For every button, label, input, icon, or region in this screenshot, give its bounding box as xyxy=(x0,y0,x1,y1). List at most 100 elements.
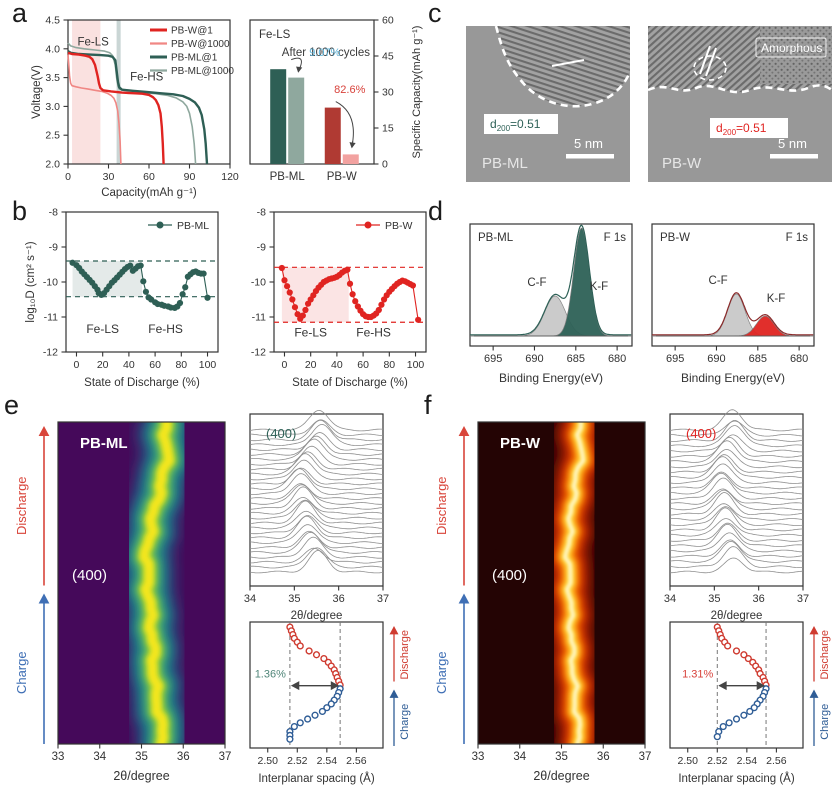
svg-text:685: 685 xyxy=(749,353,767,365)
svg-text:Discharge: Discharge xyxy=(14,476,29,535)
svg-text:Discharge: Discharge xyxy=(819,630,831,680)
gitt-diffusion-chart-pbw: 0 20 40 60 80 100 -8 -9 -10 -11 -12 Fe-LS Fe-HS PB-W S… xyxy=(251,207,427,389)
svg-text:Fe-HS: Fe-HS xyxy=(356,325,391,339)
svg-text:2θ/degree: 2θ/degree xyxy=(711,610,763,622)
svg-text:(400): (400) xyxy=(266,426,296,441)
tem-image-pbml: d200=0.51 PB-ML 5 nm xyxy=(466,25,632,182)
svg-text:-10: -10 xyxy=(43,277,58,289)
svg-text:60: 60 xyxy=(382,15,394,27)
svg-text:PB-ML@1: PB-ML@1 xyxy=(171,53,218,64)
svg-text:Fe-LS: Fe-LS xyxy=(294,325,327,339)
svg-text:2.54: 2.54 xyxy=(737,755,758,767)
svg-text:Fe-LS: Fe-LS xyxy=(77,36,109,48)
svg-text:690: 690 xyxy=(707,353,725,365)
svg-text:100: 100 xyxy=(407,359,425,371)
svg-text:60: 60 xyxy=(149,359,161,371)
gitt-diffusion-chart-pbml: 0 20 40 60 80 100 -8 -9 -10 -11 -12 Fe-LS Fe-HS PB-ML… xyxy=(25,207,219,389)
svg-text:-8: -8 xyxy=(257,207,266,219)
panel-label-c: c xyxy=(428,0,442,28)
svg-text:36: 36 xyxy=(177,751,190,763)
svg-text:Charge: Charge xyxy=(819,704,831,740)
svg-text:-10: -10 xyxy=(251,277,266,289)
svg-text:20: 20 xyxy=(97,359,109,371)
svg-text:Charge: Charge xyxy=(14,651,29,694)
svg-text:State of Discharge (%): State of Discharge (%) xyxy=(292,377,408,389)
svg-text:PB-W: PB-W xyxy=(660,232,690,244)
svg-text:34: 34 xyxy=(93,751,106,763)
svg-text:-9: -9 xyxy=(49,242,58,254)
svg-text:Discharge: Discharge xyxy=(434,476,449,535)
capacity-retention-bar-chart: 0 15 30 45 60 Specific Capacity(mAh g⁻¹) PB-ML… xyxy=(249,15,423,183)
svg-text:30: 30 xyxy=(382,87,394,99)
svg-text:Binding Energy(eV): Binding Energy(eV) xyxy=(499,371,603,385)
svg-text:80: 80 xyxy=(175,359,187,371)
svg-text:F 1s: F 1s xyxy=(604,232,627,244)
svg-text:Fe-LS: Fe-LS xyxy=(86,322,119,336)
svg-text:34: 34 xyxy=(664,593,676,605)
svg-text:680: 680 xyxy=(608,353,626,365)
svg-text:-12: -12 xyxy=(251,347,266,359)
svg-text:Capacity(mAh g⁻¹): Capacity(mAh g⁻¹) xyxy=(101,187,197,199)
svg-text:PB-ML: PB-ML xyxy=(478,232,514,244)
operando-xrd-panel-pbml: 33 34 35 36 37 2θ/degree PB-ML (400) Discharge Ch… xyxy=(14,409,411,785)
panel-label-e: e xyxy=(4,390,20,420)
svg-text:36: 36 xyxy=(333,593,345,605)
svg-text:80: 80 xyxy=(383,359,395,371)
svg-text:2.56: 2.56 xyxy=(346,755,367,767)
svg-text:35: 35 xyxy=(288,593,300,605)
svg-text:40: 40 xyxy=(123,359,135,371)
xps-f1s-chart-pbml: C-F K-F 695 690 685 680 PB-ML F 1s Binding Energ… xyxy=(469,223,633,385)
svg-text:5 nm: 5 nm xyxy=(574,136,603,151)
svg-text:Interplanar spacing (Å): Interplanar spacing (Å) xyxy=(678,772,795,785)
svg-text:1.36%: 1.36% xyxy=(255,669,286,681)
svg-text:35: 35 xyxy=(708,593,720,605)
svg-text:1.31%: 1.31% xyxy=(682,669,713,681)
svg-text:2.56: 2.56 xyxy=(766,755,787,767)
svg-text:Amorphous: Amorphous xyxy=(761,41,822,55)
panel-label-b: b xyxy=(12,196,28,226)
svg-text:PB-ML@1000: PB-ML@1000 xyxy=(171,66,234,77)
svg-text:Charge: Charge xyxy=(434,651,449,694)
svg-text:Interplanar spacing (Å): Interplanar spacing (Å) xyxy=(258,772,375,785)
svg-text:Binding Energy(eV): Binding Energy(eV) xyxy=(681,371,785,385)
panel-label-f: f xyxy=(424,390,432,420)
svg-text:36: 36 xyxy=(597,751,610,763)
svg-text:After 1000 cycles: After 1000 cycles xyxy=(282,47,370,59)
svg-text:35: 35 xyxy=(135,751,148,763)
svg-text:-12: -12 xyxy=(43,347,58,359)
svg-text:690: 690 xyxy=(525,353,543,365)
svg-text:34: 34 xyxy=(244,593,256,605)
svg-text:40: 40 xyxy=(331,359,343,371)
svg-text:PB-W@1: PB-W@1 xyxy=(171,26,213,37)
svg-text:State of Discharge (%): State of Discharge (%) xyxy=(84,377,200,389)
svg-text:-11: -11 xyxy=(44,312,59,324)
svg-text:PB-ML: PB-ML xyxy=(270,171,306,183)
panel-label-d: d xyxy=(428,196,444,226)
svg-text:4.5: 4.5 xyxy=(45,15,60,27)
svg-text:3.5: 3.5 xyxy=(45,72,60,84)
svg-text:2θ/degree: 2θ/degree xyxy=(113,769,169,783)
svg-text:(400): (400) xyxy=(686,426,716,441)
svg-text:100: 100 xyxy=(199,359,217,371)
svg-text:2θ/degree: 2θ/degree xyxy=(533,769,589,783)
svg-text:log₁₀D (cm² s⁻¹): log₁₀D (cm² s⁻¹) xyxy=(25,241,37,322)
svg-text:20: 20 xyxy=(305,359,317,371)
svg-text:d200=0.51: d200=0.51 xyxy=(490,117,541,133)
tem-image-pbw: Amorphous d200=0.51 PB-W 5 nm xyxy=(647,26,833,182)
svg-text:2.50: 2.50 xyxy=(258,755,279,767)
svg-text:C-F: C-F xyxy=(709,275,728,287)
svg-text:34: 34 xyxy=(513,751,526,763)
svg-text:2.52: 2.52 xyxy=(707,755,728,767)
discharge-voltage-chart: 0 30 60 90 120 2.0 2.5 3.0 3.5 4.0 4.5 Fe-LS Fe-HS PB… xyxy=(31,15,239,200)
svg-text:d200=0.51: d200=0.51 xyxy=(716,121,767,137)
svg-text:Discharge: Discharge xyxy=(399,630,411,680)
svg-text:120: 120 xyxy=(221,171,239,183)
svg-text:Fe-LS: Fe-LS xyxy=(259,29,291,41)
operando-xrd-panel-pbw: 33 34 35 36 37 2θ/degree PB-W (400) Discharge Cha… xyxy=(434,409,831,785)
svg-text:-9: -9 xyxy=(257,242,266,254)
svg-text:60: 60 xyxy=(357,359,369,371)
svg-text:37: 37 xyxy=(219,751,232,763)
svg-text:9.07%: 9.07% xyxy=(309,47,340,59)
svg-text:30: 30 xyxy=(103,171,115,183)
svg-text:K-F: K-F xyxy=(590,281,609,293)
